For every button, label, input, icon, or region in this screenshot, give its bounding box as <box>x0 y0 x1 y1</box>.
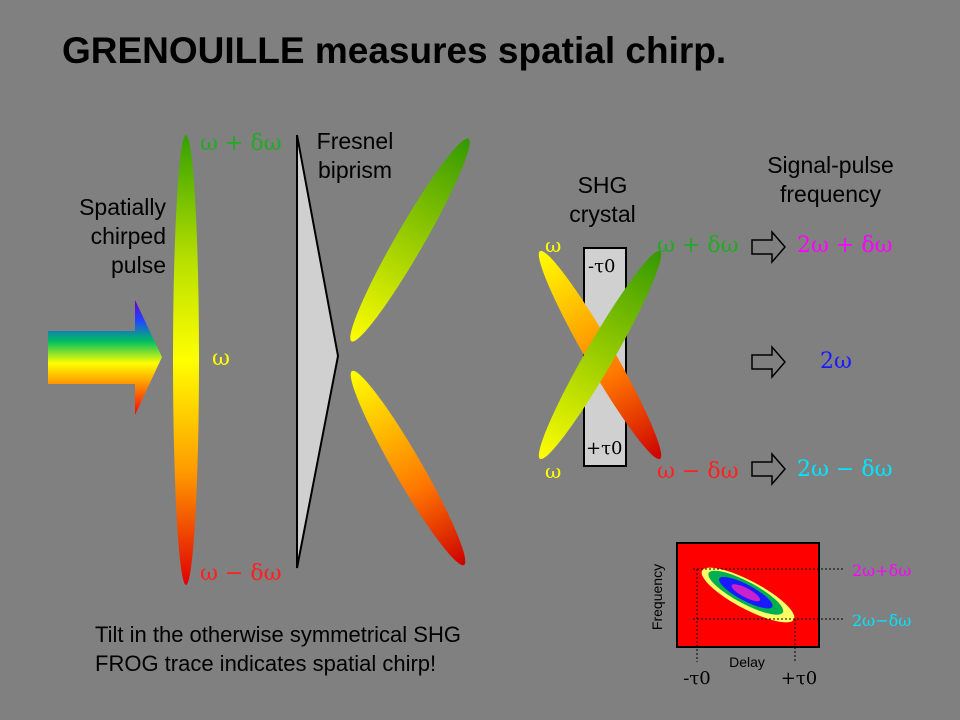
label-line: Fresnel <box>316 128 394 154</box>
omega-crystal-top: ω <box>545 233 562 257</box>
crossing-beam-b <box>538 250 662 460</box>
omega-plus-crystal-label: ω + δω <box>657 233 739 258</box>
upper-split-beam <box>350 138 470 342</box>
two-omega-minus-label: 2ω − δω <box>797 457 893 482</box>
omega-minus-label: ω − δω <box>200 561 282 586</box>
frog-trace: Frequency Delay 2ω+δω 2ω−δω -τ0 +τ0 <box>649 542 911 689</box>
omega-center-label: ω <box>212 346 230 371</box>
trace-tick-neg: -τ0 <box>683 668 711 689</box>
pos-tau0-label: +τ0 <box>586 438 623 459</box>
output-arrow-top <box>751 229 786 265</box>
omega-plus-label: ω + δω <box>200 131 282 156</box>
trace-marker-bottom-label: 2ω−δω <box>852 611 911 630</box>
trace-marker-top-label: 2ω+δω <box>852 561 911 580</box>
omega-crystal-bottom: ω <box>545 459 562 483</box>
two-omega-label: 2ω <box>820 349 852 374</box>
label-line: frequency <box>779 181 881 207</box>
trace-contour-magenta <box>731 584 761 602</box>
trace-ylabel: Frequency <box>649 564 665 630</box>
neg-tau0-label: -τ0 <box>588 256 616 277</box>
fresnel-biprism-label: Fresnel biprism <box>305 127 405 185</box>
label-line: Spatially <box>79 194 166 220</box>
lower-split-beam <box>350 370 466 566</box>
spatially-chirped-label: Spatially chirped pulse <box>50 193 166 280</box>
label-line: pulse <box>111 252 166 278</box>
input-beam-arrow <box>48 300 162 415</box>
signal-pulse-frequency-label: Signal-pulse frequency <box>748 151 913 209</box>
fresnel-biprism <box>296 134 340 569</box>
caption-line: Tilt in the otherwise symmetrical SHG <box>95 622 461 647</box>
omega-minus-crystal-label: ω − δω <box>657 459 739 484</box>
label-line: SHG <box>577 172 628 198</box>
trace-xlabel: Delay <box>729 654 765 670</box>
caption: Tilt in the otherwise symmetrical SHG FR… <box>95 620 461 678</box>
shg-crystal-label: SHG crystal <box>555 171 650 229</box>
slide-title: GRENOUILLE measures spatial chirp. <box>62 30 727 71</box>
label-line: chirped <box>90 223 166 249</box>
two-omega-plus-label: 2ω + δω <box>797 233 893 258</box>
trace-tick-pos: +τ0 <box>781 668 818 689</box>
chirped-pulse-ellipse <box>173 135 199 585</box>
label-line: biprism <box>317 157 393 183</box>
output-arrow-bottom <box>751 451 786 487</box>
label-line: crystal <box>569 201 636 227</box>
label-line: Signal-pulse <box>767 152 894 178</box>
caption-line: FROG trace indicates spatial chirp! <box>95 651 437 676</box>
output-arrow-middle <box>751 344 786 380</box>
